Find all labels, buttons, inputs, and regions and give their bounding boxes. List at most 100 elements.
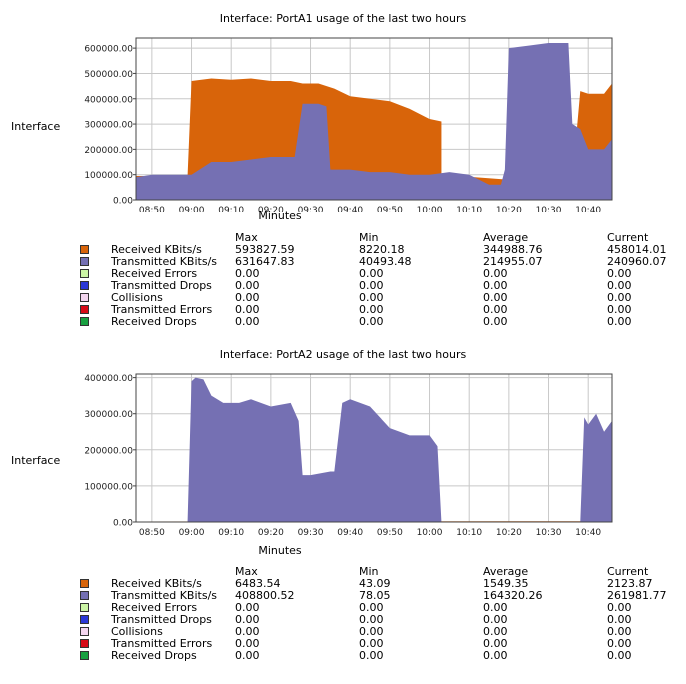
legend-swatch <box>80 269 89 278</box>
series-name: Transmitted Drops <box>111 279 212 292</box>
legend-swatch <box>80 305 89 314</box>
stat-min: 0.00 <box>359 613 384 626</box>
plot-area: 0.00 100000.00 200000.00 300000.00 400000.00… <box>84 373 613 538</box>
stat-max: 0.00 <box>235 315 260 328</box>
y-axis-label: Interface <box>11 454 61 467</box>
plot-frame <box>135 373 613 523</box>
x-tick-label: 10:20 <box>496 528 522 538</box>
x-tick-label: 10:30 <box>536 206 562 212</box>
stat-average: 344988.76 <box>483 243 543 256</box>
x-tick-label: 10:10 <box>456 528 482 538</box>
stat-max: 631647.83 <box>235 255 295 268</box>
stat-average: 214955.07 <box>483 255 543 268</box>
series-name: Collisions <box>111 291 163 304</box>
series-name: Transmitted KBits/s <box>111 589 218 602</box>
plot-frame <box>135 37 613 201</box>
legend-swatch <box>80 591 89 600</box>
stat-current: 0.00 <box>607 625 632 638</box>
y-tick-label: 400000.00 <box>84 95 133 105</box>
stats-header-max: Max <box>235 565 258 578</box>
x-tick-label: 09:00 <box>179 206 205 212</box>
stat-current: 458014.01 <box>607 243 667 256</box>
series-name: Received Drops <box>111 649 197 662</box>
legend-swatch <box>80 257 89 266</box>
legend-swatch <box>80 579 89 588</box>
stat-max: 0.00 <box>235 291 260 304</box>
stat-min: 8220.18 <box>359 243 405 256</box>
series-name: Transmitted KBits/s <box>111 255 218 268</box>
legend-swatch <box>80 651 89 660</box>
y-tick-label: 600000.00 <box>84 45 133 55</box>
x-tick-label: 10:40 <box>575 528 601 538</box>
y-tick-label: 0.00 <box>113 197 133 207</box>
x-tick-label: 09:50 <box>377 528 403 538</box>
stat-max: 0.00 <box>235 279 260 292</box>
chart-porta1: Interface: PortA1 usage of the last two … <box>0 12 686 332</box>
series-name: Collisions <box>111 625 163 638</box>
stat-min: 0.00 <box>359 625 384 638</box>
x-tick-label: 09:00 <box>179 528 205 538</box>
stat-current: 0.00 <box>607 267 632 280</box>
stat-average: 1549.35 <box>483 577 529 590</box>
x-tick-label: 10:10 <box>456 206 482 212</box>
stat-max: 0.00 <box>235 613 260 626</box>
stat-min: 0.00 <box>359 315 384 328</box>
stat-current: 0.00 <box>607 315 632 328</box>
stat-average: 0.00 <box>483 267 508 280</box>
series-name: Transmitted Drops <box>111 613 212 626</box>
stat-min: 78.05 <box>359 589 391 602</box>
stat-current: 0.00 <box>607 637 632 650</box>
x-tick-label: 09:10 <box>218 206 244 212</box>
series-name: Received Errors <box>111 267 198 280</box>
stat-current: 2123.87 <box>607 577 653 590</box>
stat-min: 0.00 <box>359 303 384 316</box>
series-name: Received Drops <box>111 315 197 328</box>
x-tick-label: 10:30 <box>536 528 562 538</box>
series-name: Received Errors <box>111 601 198 614</box>
stat-average: 0.00 <box>483 315 508 328</box>
stat-current: 0.00 <box>607 303 632 316</box>
y-tick-label: 200000.00 <box>84 146 133 156</box>
stats-header-average: Average <box>483 565 529 578</box>
y-tick-label: 400000.00 <box>84 374 133 384</box>
chart-porta2: Interface: PortA2 usage of the last two … <box>0 348 686 678</box>
series-name: Transmitted Errors <box>111 637 213 650</box>
stat-min: 0.00 <box>359 279 384 292</box>
y-axis-label: Interface <box>11 120 61 133</box>
x-tick-label: 10:00 <box>417 206 443 212</box>
stat-current: 0.00 <box>607 291 632 304</box>
stat-min: 0.00 <box>359 637 384 650</box>
x-tick-label: 08:50 <box>139 206 165 212</box>
stat-max: 0.00 <box>235 601 260 614</box>
stats-header-current: Current <box>607 565 649 578</box>
series-area-transmitted <box>136 377 612 522</box>
x-tick-label: 09:20 <box>258 206 284 212</box>
stat-min: 0.00 <box>359 291 384 304</box>
y-tick-label: 300000.00 <box>84 121 133 131</box>
stats-header-min: Min <box>359 231 379 244</box>
x-tick-label: 10:00 <box>417 528 443 538</box>
x-tick-label: 08:50 <box>139 528 165 538</box>
legend-swatch <box>80 245 89 254</box>
stat-current: 261981.77 <box>607 589 667 602</box>
stat-max: 0.00 <box>235 649 260 662</box>
x-tick-label: 10:40 <box>575 206 601 212</box>
stat-min: 0.00 <box>359 267 384 280</box>
series-name: Transmitted Errors <box>111 303 213 316</box>
stat-max: 0.00 <box>235 625 260 638</box>
stat-min: 0.00 <box>359 601 384 614</box>
stat-max: 0.00 <box>235 303 260 316</box>
stats-header-max: Max <box>235 231 258 244</box>
x-tick-label: 09:30 <box>298 528 324 538</box>
x-tick-label: 09:50 <box>377 206 403 212</box>
x-tick-label: 09:40 <box>337 206 363 212</box>
stat-min: 43.09 <box>359 577 391 590</box>
stat-current: 240960.07 <box>607 255 667 268</box>
x-axis-label: Minutes <box>258 544 302 557</box>
stat-average: 0.00 <box>483 637 508 650</box>
stats-header-min: Min <box>359 565 379 578</box>
x-tick-label: 09:30 <box>298 206 324 212</box>
stat-average: 0.00 <box>483 291 508 304</box>
stat-current: 0.00 <box>607 613 632 626</box>
series-name: Received KBits/s <box>111 243 202 256</box>
